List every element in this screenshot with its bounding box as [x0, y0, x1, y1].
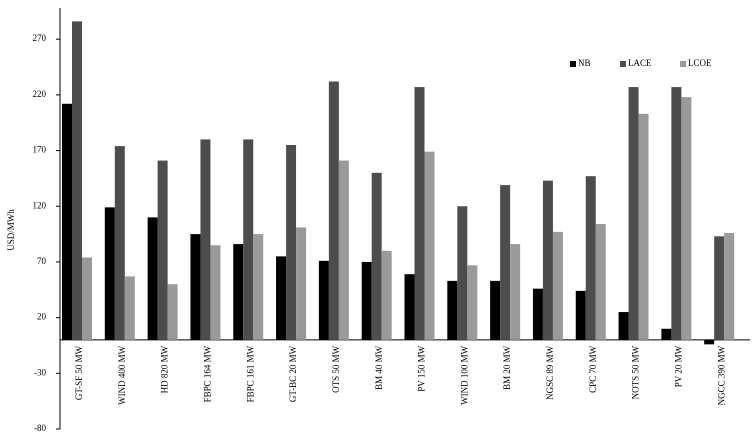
x-tick-label: PV 150 MW [417, 345, 427, 391]
bar [361, 261, 372, 340]
y-tick-label: 120 [33, 200, 47, 210]
bar [286, 144, 297, 340]
x-tick-label: FBPC 161 MW [245, 345, 255, 402]
y-tick-label: 220 [33, 89, 47, 99]
bar [585, 176, 596, 340]
x-tick-label: BM 20 MW [502, 345, 512, 390]
bar [276, 256, 287, 340]
bar [447, 280, 458, 340]
bar [618, 312, 629, 340]
x-tick-label: GT-SF 50 MW [74, 345, 84, 400]
bar [704, 339, 715, 345]
bar [424, 151, 435, 340]
bar [510, 244, 521, 340]
bar [595, 224, 606, 340]
bar [457, 206, 468, 340]
bar [157, 160, 168, 340]
legend-swatch [620, 61, 626, 67]
bar [124, 276, 135, 340]
x-tick-label: WIND 400 MW [117, 345, 127, 404]
bar [490, 280, 501, 340]
y-tick-label: 20 [37, 312, 47, 322]
y-tick-label: -30 [34, 367, 46, 377]
bar [638, 113, 649, 340]
bar [404, 274, 415, 340]
y-tick-label: -80 [34, 423, 46, 433]
x-tick-label: WIND 100 MW [459, 345, 469, 404]
bar [671, 87, 682, 340]
x-tick-label: HD 820 MW [160, 345, 170, 393]
x-tick-label: OTS 50 MW [331, 345, 341, 393]
bar [628, 87, 639, 340]
legend-swatch [570, 61, 576, 67]
bar [253, 234, 264, 340]
y-tick-label: 270 [33, 33, 47, 43]
bar [82, 257, 92, 340]
bar [233, 244, 244, 340]
x-tick-label: GT-BC 20 MW [288, 345, 298, 402]
bar [467, 265, 478, 340]
bar [200, 139, 211, 340]
bar [328, 81, 339, 340]
bar [532, 288, 543, 340]
x-tick-label: NOTS 50 MW [631, 345, 641, 399]
x-tick-label: BM 40 MW [374, 345, 384, 390]
bar [681, 97, 692, 340]
bar [210, 245, 221, 340]
x-tick-label: FBPC 164 MW [203, 345, 213, 402]
bar [318, 260, 329, 340]
bar [661, 328, 672, 340]
bar [114, 146, 125, 340]
legend-swatch [680, 61, 686, 67]
legend-label: LCOE [688, 58, 712, 68]
bar [500, 185, 511, 340]
legend-label: NB [578, 58, 591, 68]
bar [371, 172, 382, 340]
bar [381, 250, 392, 340]
bar [147, 217, 158, 340]
bar [296, 227, 307, 340]
bar [714, 236, 725, 340]
bar [724, 232, 735, 340]
bar [62, 103, 72, 340]
bar [575, 290, 586, 340]
bar [243, 139, 254, 340]
bar [104, 207, 115, 340]
y-tick-label: 70 [37, 256, 47, 266]
x-tick-label: NGCC 390 MW [716, 345, 726, 405]
bar [414, 87, 425, 340]
x-tick-label: CPC 70 MW [588, 345, 598, 393]
bar [190, 234, 201, 340]
bar [338, 160, 349, 340]
bar [542, 180, 553, 340]
legend-label: LACE [628, 58, 652, 68]
bar [552, 231, 563, 340]
x-tick-label: PV 20 MW [673, 345, 683, 387]
x-tick-label: NGSC 89 MW [545, 345, 555, 400]
y-axis-label: USD/MWh [6, 209, 16, 251]
y-tick-label: 170 [33, 145, 47, 155]
bar [72, 21, 82, 340]
bar [167, 284, 178, 340]
